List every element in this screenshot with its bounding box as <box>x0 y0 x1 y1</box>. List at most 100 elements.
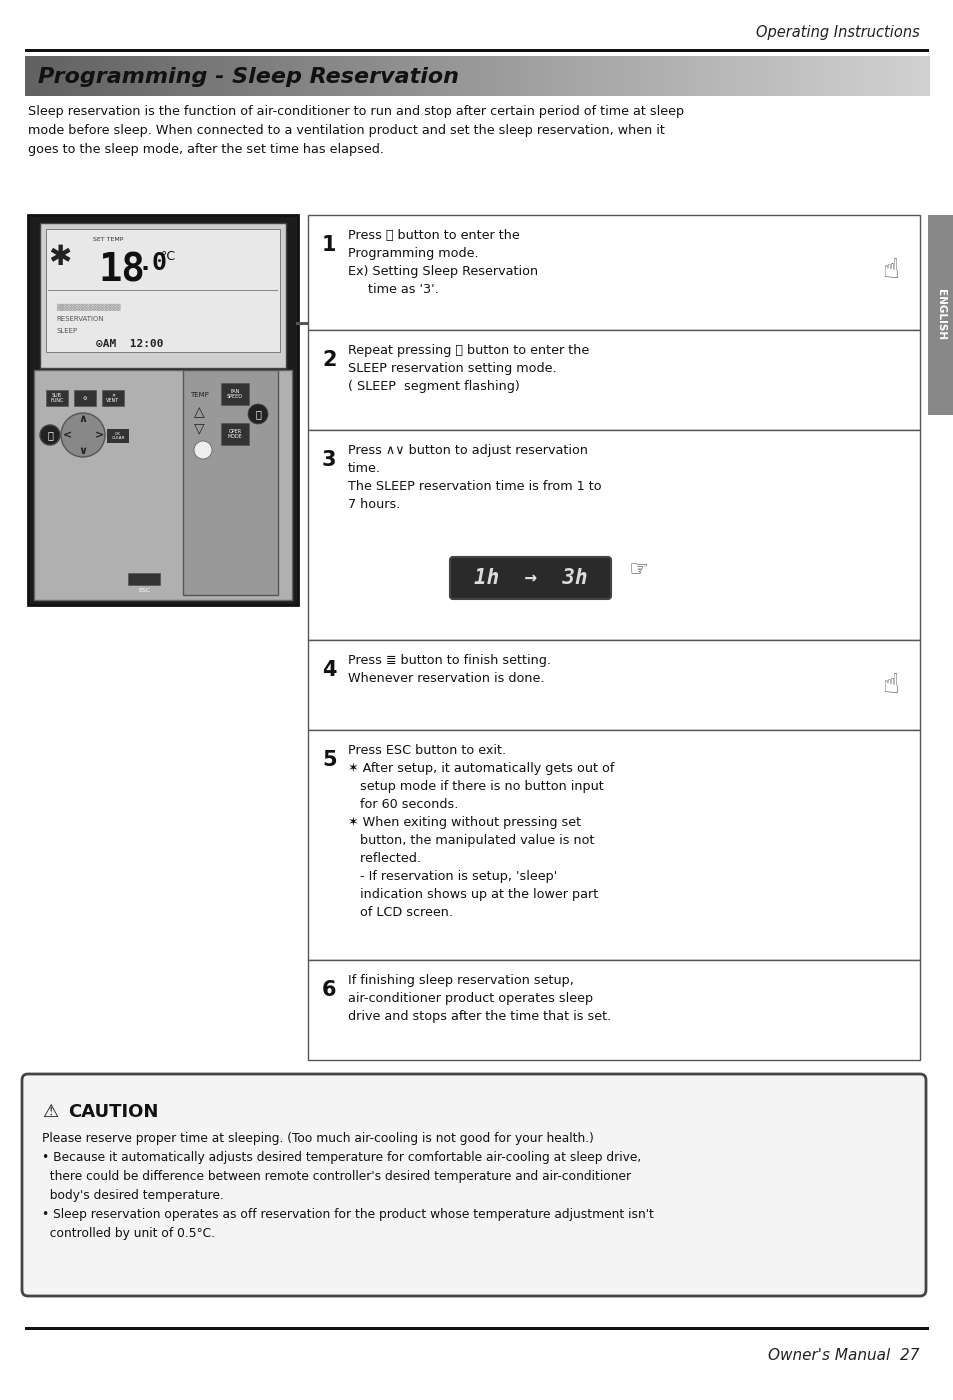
Bar <box>344 216 347 325</box>
Text: air-conditioner product operates sleep: air-conditioner product operates sleep <box>348 993 593 1005</box>
Text: Programming - Sleep Reservation: Programming - Sleep Reservation <box>38 67 458 87</box>
Text: <: < <box>62 430 71 440</box>
Bar <box>371 56 379 97</box>
Text: Press ESC button to exit.: Press ESC button to exit. <box>348 743 506 757</box>
Bar <box>295 322 346 325</box>
Bar <box>289 56 297 97</box>
Bar <box>635 56 643 97</box>
Text: 4: 4 <box>322 659 336 680</box>
Bar <box>308 640 919 729</box>
Bar <box>807 56 816 97</box>
Text: goes to the sleep mode, after the set time has elapsed.: goes to the sleep mode, after the set ti… <box>28 143 384 155</box>
Circle shape <box>40 426 60 445</box>
Text: ESC: ESC <box>138 588 150 594</box>
Bar <box>597 56 605 97</box>
Text: SUB
FUNC: SUB FUNC <box>51 392 64 403</box>
Bar <box>853 56 862 97</box>
Bar <box>386 56 395 97</box>
Bar <box>160 56 169 97</box>
Bar <box>295 56 304 97</box>
Bar <box>868 56 877 97</box>
Bar <box>221 423 249 445</box>
Bar <box>514 56 522 97</box>
Bar <box>308 960 919 1060</box>
Bar <box>424 56 433 97</box>
Text: button, the manipulated value is not: button, the manipulated value is not <box>348 834 594 847</box>
Bar <box>439 56 447 97</box>
Bar <box>499 56 508 97</box>
Text: there could be difference between remote controller's desired temperature and ai: there could be difference between remote… <box>42 1170 631 1183</box>
Text: • Because it automatically adjusts desired temperature for comfortable air-cooli: • Because it automatically adjusts desir… <box>42 1151 640 1163</box>
Bar <box>740 56 748 97</box>
Bar <box>334 56 342 97</box>
FancyBboxPatch shape <box>450 557 610 599</box>
Bar <box>152 56 161 97</box>
Bar <box>679 56 688 97</box>
Bar <box>770 56 779 97</box>
Bar <box>123 56 132 97</box>
Bar <box>308 729 919 960</box>
Text: ✶ After setup, it automatically gets out of: ✶ After setup, it automatically gets out… <box>348 762 614 776</box>
Text: Press ⓪ button to enter the: Press ⓪ button to enter the <box>348 230 519 242</box>
Bar <box>318 56 327 97</box>
Bar <box>311 56 319 97</box>
Text: ✱: ✱ <box>49 244 71 272</box>
Bar <box>378 56 387 97</box>
Bar <box>46 391 68 406</box>
Bar <box>454 56 462 97</box>
Bar <box>658 56 665 97</box>
Bar <box>778 56 786 97</box>
Circle shape <box>61 413 105 456</box>
Bar <box>785 56 794 97</box>
Text: mode before sleep. When connected to a ventilation product and set the sleep res: mode before sleep. When connected to a v… <box>28 125 664 137</box>
Text: body's desired temperature.: body's desired temperature. <box>42 1189 224 1203</box>
Bar <box>63 56 71 97</box>
Text: Programming mode.: Programming mode. <box>348 246 478 260</box>
Text: ∨: ∨ <box>78 447 88 456</box>
Bar <box>258 56 267 97</box>
Text: 1h  →  3h: 1h → 3h <box>474 568 587 588</box>
Bar <box>92 56 101 97</box>
Bar <box>619 56 628 97</box>
Text: ( SLEEP  segment flashing): ( SLEEP segment flashing) <box>348 379 519 393</box>
Text: setup mode if there is no button input: setup mode if there is no button input <box>348 780 603 792</box>
Bar <box>710 56 719 97</box>
Bar <box>905 56 914 97</box>
Bar <box>115 56 124 97</box>
Bar <box>213 56 222 97</box>
Text: °C: °C <box>161 251 176 263</box>
Bar <box>341 56 350 97</box>
Bar <box>642 56 651 97</box>
Bar <box>168 56 176 97</box>
Bar <box>55 56 64 97</box>
Bar <box>446 56 455 97</box>
Bar <box>281 56 290 97</box>
Text: Whenever reservation is done.: Whenever reservation is done. <box>348 672 544 685</box>
Bar <box>102 391 124 406</box>
Bar <box>266 56 274 97</box>
Bar <box>74 391 96 406</box>
Bar <box>28 216 297 605</box>
Bar <box>582 56 590 97</box>
Text: • Sleep reservation operates as off reservation for the product whose temperatur: • Sleep reservation operates as off rese… <box>42 1208 653 1221</box>
Bar <box>308 216 919 330</box>
Bar <box>845 56 854 97</box>
Bar <box>876 56 883 97</box>
Bar <box>356 56 365 97</box>
Bar <box>913 56 922 97</box>
Bar <box>898 56 906 97</box>
Text: for 60 seconds.: for 60 seconds. <box>348 798 457 811</box>
Bar <box>432 56 440 97</box>
Text: 2: 2 <box>322 350 336 370</box>
Bar <box>25 49 928 52</box>
Bar <box>131 56 139 97</box>
Bar <box>77 56 86 97</box>
Text: ⏻: ⏻ <box>47 430 52 440</box>
Bar <box>664 56 673 97</box>
Text: ⊙AM  12:00: ⊙AM 12:00 <box>96 339 163 349</box>
Bar <box>191 56 199 97</box>
Text: Sleep reservation is the function of air-conditioner to run and stop after certa: Sleep reservation is the function of air… <box>28 105 683 118</box>
Circle shape <box>248 405 268 424</box>
Bar <box>40 223 286 368</box>
Bar <box>48 56 56 97</box>
